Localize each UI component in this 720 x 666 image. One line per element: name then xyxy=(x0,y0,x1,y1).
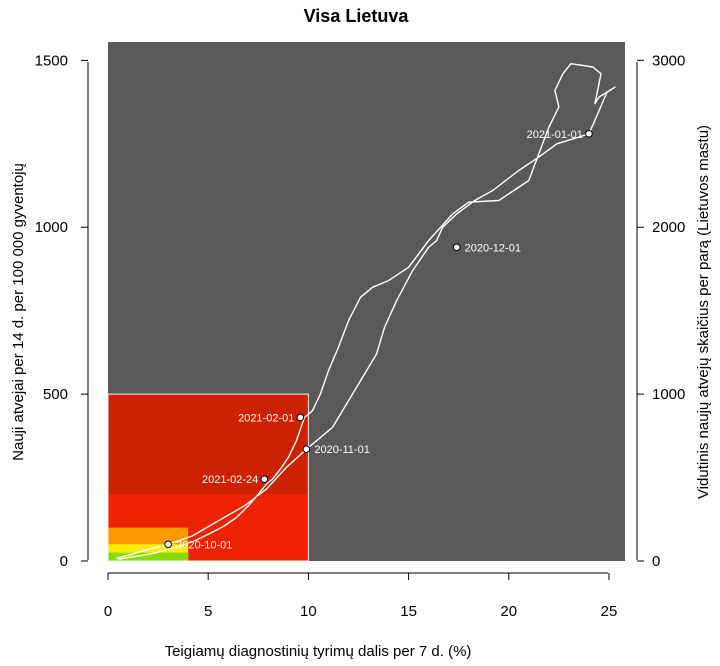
risk-zone-border xyxy=(107,393,309,562)
y-tick-label-3: 1500 xyxy=(35,52,68,69)
date-point-5 xyxy=(260,475,269,484)
x-tick-label-2: 10 xyxy=(300,603,317,620)
date-point-1 xyxy=(302,445,311,453)
risk-zones xyxy=(107,393,309,562)
y2-tick-label-1: 1000 xyxy=(652,386,685,403)
y-axis-right-label: Vidutinis naujų atvejų skaičius per parą… xyxy=(695,125,712,499)
y-axis-left-label: Nauji atvejai per 14 d. per 100 000 gyve… xyxy=(10,163,27,461)
y2-tick-label-2: 2000 xyxy=(652,219,685,236)
x-axis-label: Teigiamų diagnostinių tyrimų dalis per 7… xyxy=(165,643,472,660)
date-label-2: 2020-12-01 xyxy=(465,242,521,254)
y-tick-label-0: 0 xyxy=(60,553,68,570)
date-point-4 xyxy=(296,413,305,422)
trajectory-line xyxy=(115,63,616,560)
y-tick-label-1: 500 xyxy=(43,386,68,403)
date-label-3: 2021-01-01 xyxy=(527,129,583,141)
x-tick-label-3: 15 xyxy=(400,603,417,620)
date-point-2 xyxy=(452,243,461,252)
x-tick-label-1: 5 xyxy=(204,603,212,620)
x-tick-label-4: 20 xyxy=(500,603,517,620)
y-tick-label-2: 1000 xyxy=(35,219,68,236)
y2-tick-label-3: 3000 xyxy=(652,52,685,69)
date-markers: 2020-10-01 2020-11-01 2020-12-01 2021-01-01… xyxy=(164,129,593,551)
date-label-4: 2021-02-01 xyxy=(238,412,294,424)
x-tick-label-5: 25 xyxy=(601,603,618,620)
date-label-5: 2021-02-24 xyxy=(202,474,258,486)
date-point-3 xyxy=(585,129,593,138)
x-tick-label-0: 0 xyxy=(104,603,112,620)
y-axis-right: 0 1000 2000 3000 Vidutinis naujų atvejų ska… xyxy=(636,52,712,570)
y-axis-left: 0 500 1000 1500 Nauji atvejai per 14 d. per… xyxy=(10,52,89,570)
plot-area: 2020-10-01 2020-11-01 2020-12-01 2021-01-01… xyxy=(107,42,625,562)
date-point-0 xyxy=(164,540,172,549)
date-label-0: 2020-10-01 xyxy=(176,539,232,551)
y2-tick-label-0: 0 xyxy=(652,553,660,570)
chart-title: Visa Lietuva xyxy=(304,6,410,26)
date-label-1: 2020-11-01 xyxy=(314,444,369,456)
x-axis: 0 5 10 15 20 25 Teigiamų diagnostinių tyrimų … xyxy=(104,572,618,660)
risk-zone-5 xyxy=(108,552,189,561)
